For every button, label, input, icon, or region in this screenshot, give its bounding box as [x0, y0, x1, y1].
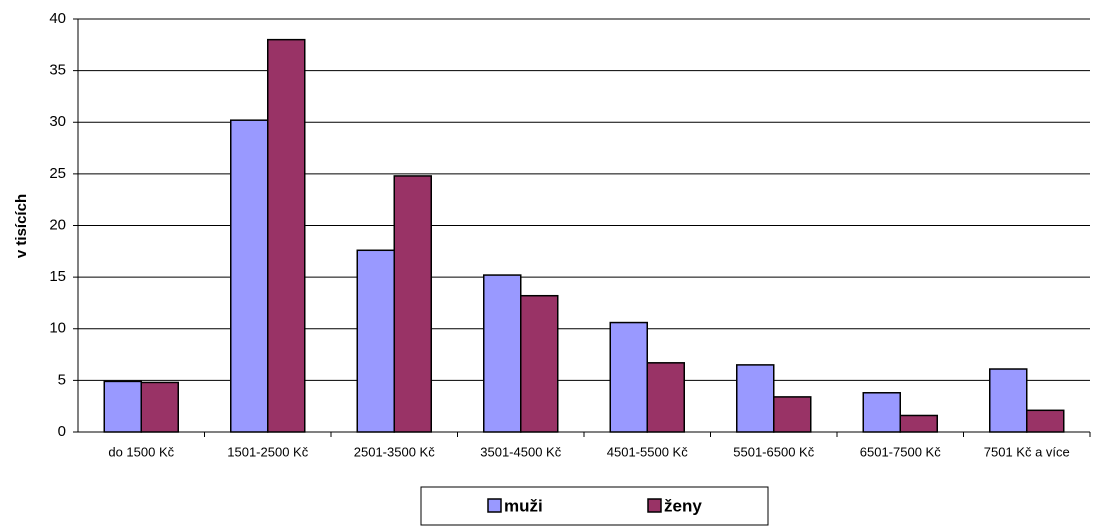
legend-swatch [487, 498, 502, 513]
bar [609, 321, 648, 433]
bar [230, 119, 269, 433]
bar [483, 274, 522, 433]
y-axis-label: v tisících [13, 194, 30, 258]
bar [103, 380, 142, 433]
bar [267, 38, 306, 433]
bar [646, 362, 685, 433]
x-tick-label: do 1500 Kč [108, 444, 174, 459]
bar [1026, 409, 1065, 433]
bar [520, 294, 559, 433]
bar [862, 392, 901, 433]
y-tick-label: 0 [58, 423, 66, 440]
y-tick-label: 15 [49, 268, 66, 285]
bar [140, 381, 179, 433]
x-tick-label: 7501 Kč a více [984, 444, 1070, 459]
legend-label: ženy [664, 496, 702, 515]
bar [899, 414, 938, 433]
bar [736, 364, 775, 433]
x-tick-label: 2501-3500 Kč [354, 444, 435, 459]
bar [773, 396, 812, 433]
y-tick-label: 20 [49, 216, 66, 233]
y-tick-label: 30 [49, 113, 66, 130]
x-tick-label: 4501-5500 Kč [607, 444, 688, 459]
x-tick-label: 6501-7500 Kč [860, 444, 941, 459]
x-tick-label: 5501-6500 Kč [733, 444, 814, 459]
legend-swatch [647, 498, 662, 513]
y-tick-label: 5 [58, 371, 66, 388]
bar [989, 368, 1028, 433]
x-tick-label: 1501-2500 Kč [227, 444, 308, 459]
bar [393, 175, 432, 433]
legend-label: muži [504, 496, 543, 515]
y-tick-label: 25 [49, 165, 66, 182]
y-tick-label: 35 [49, 62, 66, 79]
bar [356, 249, 395, 433]
y-tick-label: 40 [49, 10, 66, 27]
x-tick-label: 3501-4500 Kč [480, 444, 561, 459]
legend-box [420, 486, 769, 526]
y-tick-label: 10 [49, 320, 66, 337]
